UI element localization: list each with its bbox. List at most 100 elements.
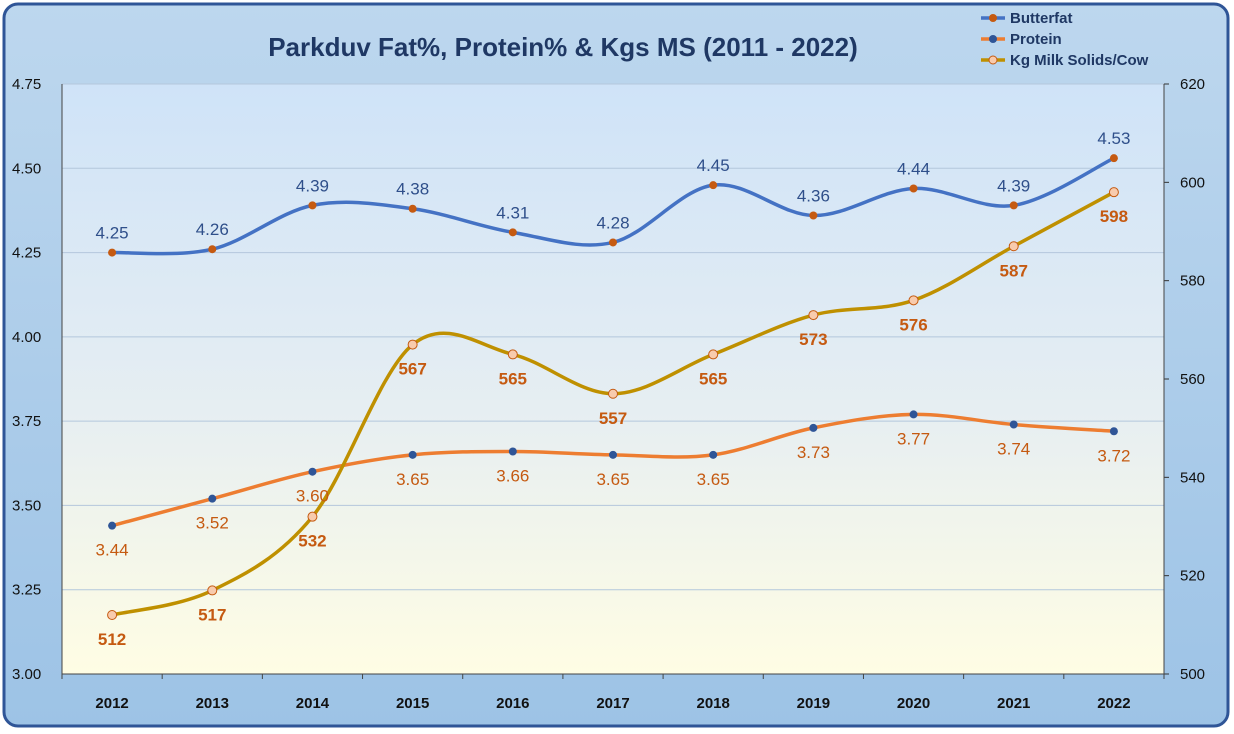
data-label-butterfat: 4.28 [596, 213, 629, 232]
y-right-tick-label: 560 [1180, 371, 1205, 388]
data-label-kgms: 567 [398, 360, 426, 379]
y-left-tick-label: 4.00 [12, 329, 41, 346]
legend: Butterfat Protein Kg Milk Solids/Cow [981, 10, 1149, 69]
data-label-protein: 3.65 [396, 470, 429, 489]
point-protein [408, 450, 417, 459]
point-kgms [1108, 187, 1119, 198]
x-tick-label: 2022 [1097, 695, 1130, 712]
point-kgms [708, 349, 719, 360]
data-label-kgms: 565 [499, 369, 527, 388]
x-tick-label: 2016 [496, 695, 529, 712]
data-labels: 4.25 4.26 4.39 4.38 4.31 4.28 4.45 4.36 4.44 4.39… [96, 129, 1131, 649]
x-tick-label: 2020 [897, 695, 930, 712]
data-label-kgms: 512 [98, 630, 126, 649]
legend-label-kgms: Kg Milk Solids/Cow [1010, 52, 1149, 69]
data-label-kgms: 565 [699, 369, 727, 388]
data-label-kgms: 557 [599, 409, 627, 428]
data-label-protein: 3.44 [96, 541, 129, 560]
data-label-protein: 3.65 [697, 470, 730, 489]
y-right-tick-label: 540 [1180, 469, 1205, 486]
data-label-butterfat: 4.44 [897, 160, 930, 179]
data-label-protein: 3.74 [997, 440, 1030, 459]
x-tick-label: 2012 [95, 695, 128, 712]
point-protein [809, 423, 818, 432]
point-kgms [1008, 241, 1019, 252]
data-label-butterfat: 4.38 [396, 180, 429, 199]
data-label-butterfat: 4.39 [997, 176, 1030, 195]
data-label-butterfat: 4.31 [496, 203, 529, 222]
legend-label-protein: Protein [1010, 31, 1062, 48]
y-right-tick-label: 580 [1180, 273, 1205, 290]
plot-area-background [62, 84, 1164, 674]
y-left-tick-label: 4.75 [12, 76, 41, 93]
point-kgms [507, 349, 518, 360]
point-kgms [608, 388, 618, 399]
point-butterfat [1109, 154, 1118, 163]
y-right-tick-label: 500 [1180, 666, 1205, 683]
legend-marker-butterfat [989, 14, 997, 22]
data-label-kgms: 532 [298, 532, 326, 551]
point-butterfat [108, 248, 117, 257]
data-label-butterfat: 4.36 [797, 186, 830, 205]
chart-title: Parkduv Fat%, Protein% & Kgs MS (2011 - … [268, 32, 858, 62]
axes: 3.00 3.25 3.50 3.75 4.00 4.25 4.50 4.75 500 520 54… [12, 76, 1205, 712]
point-kgms [908, 295, 919, 306]
point-protein [208, 494, 217, 503]
data-label-kgms: 598 [1100, 207, 1128, 226]
data-label-kgms: 517 [198, 605, 226, 624]
data-label-kgms: 573 [799, 330, 827, 349]
point-kgms [107, 610, 118, 620]
point-kgms [307, 511, 318, 522]
data-label-kgms: 576 [899, 315, 927, 334]
data-label-butterfat: 4.53 [1097, 129, 1130, 148]
y-right-tick-label: 600 [1180, 174, 1205, 191]
data-label-butterfat: 4.26 [196, 220, 229, 239]
y-left-tick-label: 4.50 [12, 160, 41, 177]
x-tick-label: 2014 [296, 695, 330, 712]
y-left-tick-label: 4.25 [12, 245, 41, 262]
point-protein [1109, 427, 1118, 436]
y-left-tick-label: 3.00 [12, 666, 41, 683]
point-protein [308, 467, 317, 476]
point-protein [508, 447, 517, 456]
point-butterfat [809, 211, 818, 220]
legend-marker-protein [989, 35, 997, 43]
data-label-protein: 3.77 [897, 429, 930, 448]
data-label-protein: 3.73 [797, 443, 830, 462]
y-right-tick-label: 620 [1180, 76, 1205, 93]
x-tick-label: 2018 [696, 695, 729, 712]
point-protein [609, 450, 617, 459]
point-butterfat [909, 184, 918, 193]
y-left-tick-label: 3.50 [12, 497, 41, 514]
point-butterfat [508, 228, 517, 237]
data-label-butterfat: 4.25 [96, 224, 129, 243]
series-line-kgms [110, 190, 1116, 617]
point-butterfat [709, 181, 718, 190]
data-label-protein: 3.72 [1097, 446, 1130, 465]
point-butterfat [609, 238, 617, 247]
point-butterfat [308, 201, 317, 210]
point-protein [108, 521, 117, 530]
x-tick-label: 2017 [596, 695, 629, 712]
data-label-butterfat: 4.45 [697, 156, 730, 175]
data-label-protein: 3.65 [596, 470, 629, 489]
point-protein [909, 410, 918, 419]
data-label-kgms: 587 [1000, 261, 1028, 280]
x-tick-label: 2013 [196, 695, 229, 712]
x-tick-label: 2019 [797, 695, 830, 712]
point-kgms [207, 585, 218, 596]
point-butterfat [208, 245, 217, 254]
y-left-tick-label: 3.25 [12, 582, 41, 599]
data-label-protein: 3.66 [496, 466, 529, 485]
data-label-protein: 3.60 [296, 487, 329, 506]
point-butterfat [1009, 201, 1018, 210]
x-tick-label: 2021 [997, 695, 1030, 712]
point-protein [1009, 420, 1018, 429]
point-kgms [808, 310, 819, 321]
y-left-tick-label: 3.75 [12, 413, 41, 430]
legend-marker-kgms [988, 55, 998, 65]
point-kgms [407, 339, 418, 350]
x-tick-label: 2015 [396, 695, 429, 712]
